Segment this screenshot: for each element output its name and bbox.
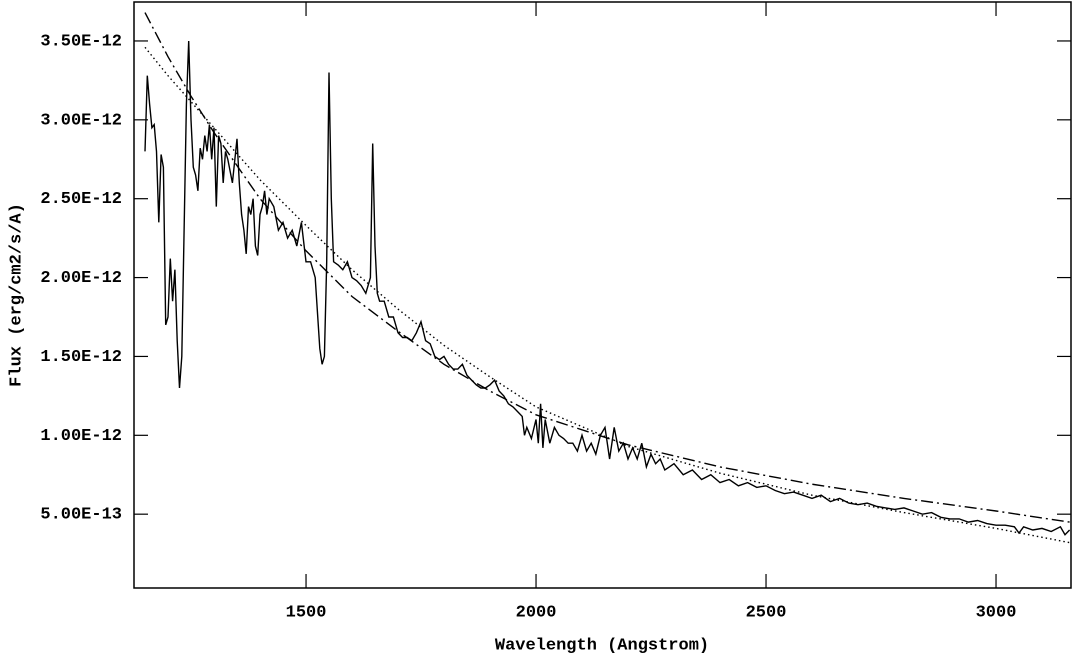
y-tick-label: 3.50E-12	[40, 32, 122, 51]
x-tick-label: 1500	[286, 603, 327, 622]
y-tick-label: 5.00E-13	[40, 506, 122, 525]
x-tick-label: 3000	[976, 603, 1017, 622]
plot-frame	[133, 1, 1072, 589]
y-tick-label: 1.00E-12	[40, 427, 122, 446]
x-tick-label: 2500	[746, 603, 787, 622]
x-axis-label: Wavelength (Angstrom)	[495, 636, 709, 655]
spectrum-line	[144, 12, 1070, 523]
spectrum-line	[144, 40, 1071, 536]
y-tick-label: 2.00E-12	[40, 269, 122, 288]
y-tick-label: 3.00E-12	[40, 111, 122, 130]
y-axis-label: Flux (erg/cm2/s/A)	[7, 203, 26, 387]
x-tick-label: 2000	[516, 603, 557, 622]
spectrum-line	[144, 46, 1070, 544]
y-tick-label: 2.50E-12	[40, 190, 122, 209]
y-tick-label: 1.50E-12	[40, 348, 122, 367]
